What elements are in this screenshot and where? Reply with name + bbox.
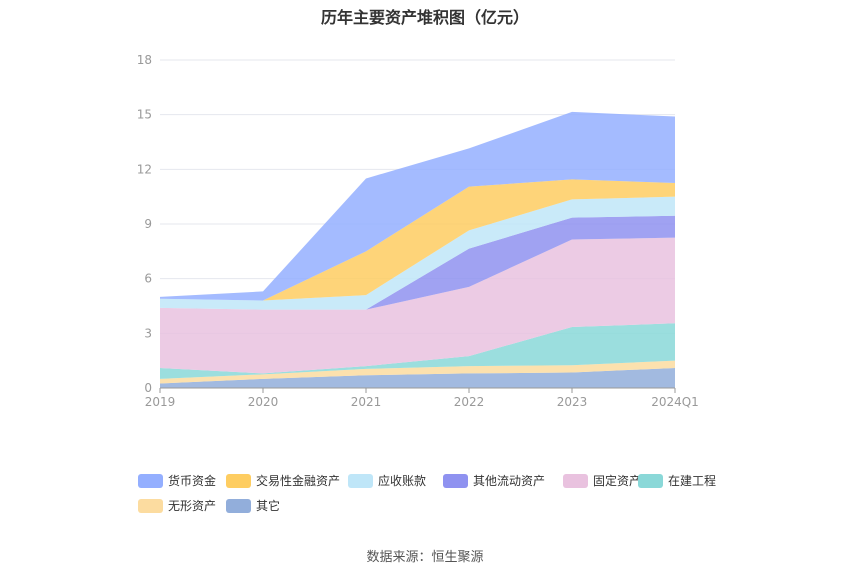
area-series	[160, 111, 675, 388]
area-series-其他流动资产	[160, 215, 675, 310]
area-series-其它	[160, 367, 675, 388]
legend-swatch	[226, 473, 251, 488]
area-series-货币资金	[160, 111, 675, 301]
legend-item[interactable]: 交易性金融资产	[226, 472, 340, 489]
chart-title: 历年主要资产堆积图（亿元）	[320, 8, 529, 27]
legend-item[interactable]: 货币资金	[138, 472, 216, 489]
x-tick-label: 2020	[248, 395, 279, 409]
legend-label: 无形资产	[168, 499, 217, 513]
legend-swatch	[138, 498, 163, 513]
legend-item[interactable]: 固定资产	[563, 472, 641, 489]
y-tick-label: 12	[137, 162, 152, 176]
legend-item[interactable]: 在建工程	[638, 472, 716, 489]
legend-swatch	[638, 473, 663, 488]
legend-swatch	[348, 473, 373, 488]
legend-swatch	[138, 473, 163, 488]
area-series-在建工程	[160, 323, 675, 379]
legend-label: 应收账款	[378, 474, 427, 488]
legend-item[interactable]: 无形资产	[138, 497, 216, 514]
x-tick-label: 2019	[145, 395, 176, 409]
legend-item[interactable]: 其它	[226, 497, 280, 514]
x-tick-label: 2023	[557, 395, 588, 409]
axes: 0 3 6 9 12 15 18 2019 2020 2021 2022 2023 2024Q1	[137, 53, 699, 409]
area-series-无形资产	[160, 360, 675, 384]
area-series-固定资产	[160, 237, 675, 374]
legend-swatch	[563, 473, 588, 488]
legend-label: 其它	[256, 499, 281, 513]
area-series-交易性金融资产	[160, 179, 675, 301]
x-tick-label: 2021	[351, 395, 382, 409]
y-tick-label: 6	[144, 272, 152, 286]
legend-label: 交易性金融资产	[256, 474, 341, 488]
legend-swatch	[443, 473, 468, 488]
x-tick-label: 2024Q1	[651, 395, 699, 409]
y-tick-label: 3	[144, 326, 152, 340]
y-tick-label: 15	[137, 108, 152, 122]
legend-label: 固定资产	[593, 474, 642, 488]
area-series-应收账款	[160, 196, 675, 310]
legend-item[interactable]: 其他流动资产	[443, 472, 545, 489]
y-tick-label: 18	[137, 53, 152, 67]
legend-item[interactable]: 应收账款	[348, 472, 426, 489]
y-tick-label: 0	[144, 381, 152, 395]
legend-label: 其他流动资产	[473, 474, 546, 488]
x-tick-label: 2022	[454, 395, 485, 409]
legend-swatch	[226, 498, 251, 513]
legend-label: 在建工程	[668, 474, 717, 488]
legend-label: 货币资金	[168, 474, 217, 488]
source-note: 数据来源：恒生聚源	[366, 550, 484, 565]
y-tick-label: 9	[144, 217, 152, 231]
